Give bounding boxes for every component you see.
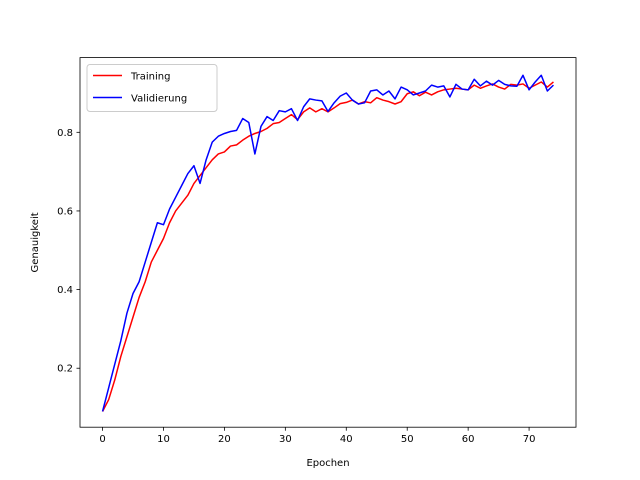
x-tick-label: 10: [157, 434, 170, 445]
legend-label-training: Training: [130, 72, 170, 83]
y-tick-label: 0.4: [57, 285, 73, 296]
x-tick-label: 20: [218, 434, 231, 445]
legend: Training Validierung: [86, 64, 218, 112]
y-tick-label: 0.2: [57, 364, 73, 375]
plot-area-border: [79, 57, 577, 428]
series-line-validierung: [101, 74, 554, 412]
y-axis-ticks: 0.2 0.4 0.6 0.8: [57, 128, 80, 375]
legend-label-validierung: Validierung: [131, 94, 187, 105]
x-tick-label: 60: [462, 434, 475, 445]
x-axis-ticks: 0 10 20 30 40 50 60 70: [99, 427, 535, 445]
series-layer: [101, 74, 554, 412]
y-axis-label: Genauigkeit: [30, 212, 41, 272]
x-tick-label: 40: [340, 434, 353, 445]
x-tick-label: 70: [523, 434, 536, 445]
x-tick-label: 50: [401, 434, 414, 445]
x-tick-label: 30: [279, 434, 292, 445]
x-tick-label: 0: [99, 434, 105, 445]
y-tick-label: 0.8: [57, 128, 73, 139]
x-axis-label: Epochen: [306, 458, 349, 469]
y-tick-label: 0.6: [57, 206, 73, 217]
axes-frame: [79, 57, 577, 428]
